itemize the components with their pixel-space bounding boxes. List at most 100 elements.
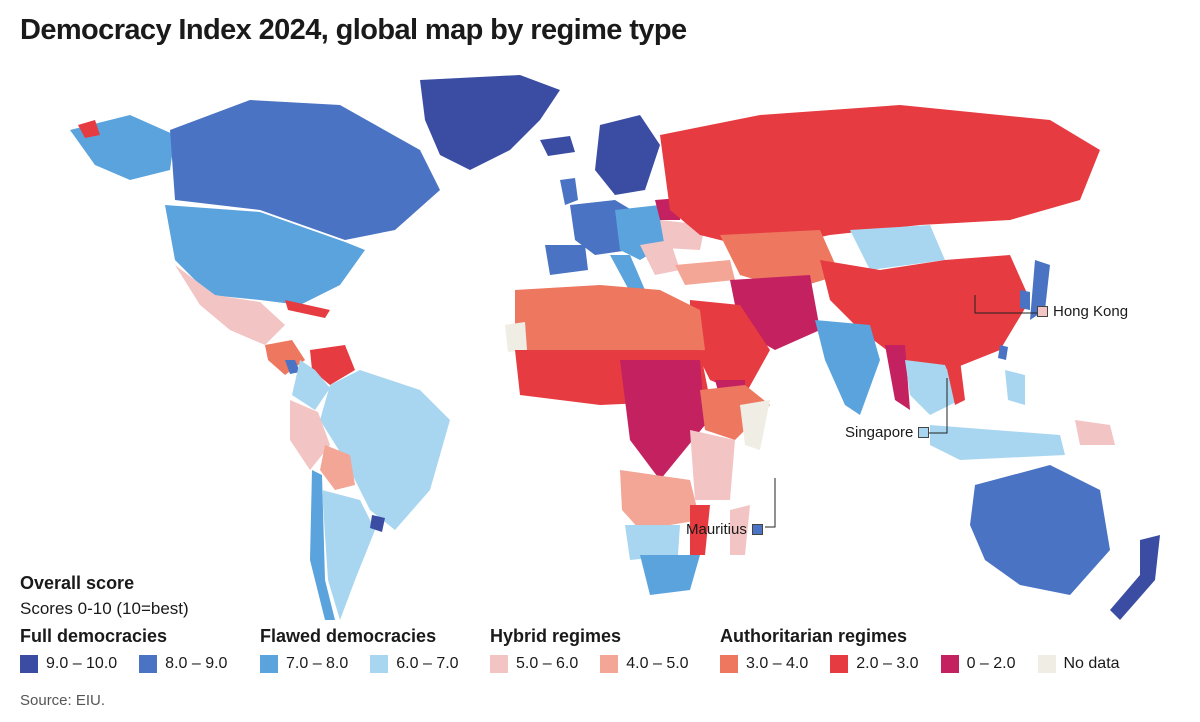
mauritius-swatch xyxy=(751,524,763,535)
legend-subtitle: Scores 0-10 (10=best) xyxy=(20,599,189,618)
legend-group-title: Hybrid regimes xyxy=(490,626,622,646)
singapore-label: Singapore xyxy=(845,424,914,441)
region-uk xyxy=(560,178,578,205)
legend-item: 8.0 – 9.0 xyxy=(139,655,227,673)
singapore-leader-line xyxy=(925,378,948,434)
legend-label: 2.0 – 3.0 xyxy=(856,655,919,672)
region-indonesia xyxy=(930,425,1065,460)
legend-label: 6.0 – 7.0 xyxy=(396,655,459,672)
region-iberia xyxy=(545,245,588,275)
region-horn-africa xyxy=(700,385,770,440)
page-title: Democracy Index 2024, global map by regi… xyxy=(20,14,687,46)
source-note: Source: EIU. xyxy=(20,692,106,709)
legend-swatch xyxy=(20,655,38,673)
legend-swatch xyxy=(139,655,158,673)
region-png xyxy=(1075,420,1115,445)
legend-swatch xyxy=(490,655,508,673)
legend-item: 3.0 – 4.0 xyxy=(720,655,808,673)
region-venezuela xyxy=(310,345,355,385)
legend-item: 2.0 – 3.0 xyxy=(830,655,919,673)
region-somalia xyxy=(740,400,770,450)
region-russia xyxy=(660,105,1100,250)
region-brazil xyxy=(320,370,450,530)
legend-label: 0 – 2.0 xyxy=(966,655,1016,672)
legend-item: 0 – 2.0 xyxy=(940,655,1016,673)
world-map xyxy=(70,75,1160,620)
legend-title: Overall score xyxy=(20,573,135,593)
legend-swatch xyxy=(830,655,849,673)
region-mozambique xyxy=(690,505,710,555)
region-south-korea xyxy=(1020,290,1030,310)
hong-kong-label: Hong Kong xyxy=(1053,303,1129,320)
region-balkans xyxy=(640,240,680,275)
legend-group-hybrid-regimes: Hybrid regimes 5.0 – 6.0 4.0 – 5.0 xyxy=(490,626,689,673)
region-russia-east-tip xyxy=(78,120,100,138)
mauritius-label: Mauritius xyxy=(686,521,747,538)
region-china xyxy=(820,255,1030,370)
legend-label: 5.0 – 6.0 xyxy=(516,655,579,672)
legend-label: 7.0 – 8.0 xyxy=(286,655,349,672)
region-new-zealand xyxy=(1110,535,1160,620)
legend-item: 9.0 – 10.0 xyxy=(20,655,117,673)
region-colombia xyxy=(292,360,330,410)
region-madagascar xyxy=(730,505,750,555)
legend-label: 4.0 – 5.0 xyxy=(626,655,689,672)
region-scandinavia xyxy=(595,115,660,195)
region-india xyxy=(815,320,880,415)
region-japan xyxy=(1030,260,1050,320)
legend-swatch xyxy=(720,655,738,673)
region-greenland xyxy=(420,75,560,170)
region-central-africa xyxy=(620,360,705,480)
legend-group-title: Authoritarian regimes xyxy=(720,626,908,646)
legend-group-title: Full democracies xyxy=(20,626,168,646)
region-iceland xyxy=(540,136,575,156)
legend-item: 5.0 – 6.0 xyxy=(490,655,578,673)
region-peru xyxy=(290,400,330,470)
region-taiwan xyxy=(998,345,1008,360)
region-turkey xyxy=(675,260,735,285)
callout-singapore: Singapore xyxy=(845,424,930,441)
region-italy xyxy=(610,255,645,292)
legend-item: 7.0 – 8.0 xyxy=(260,655,348,673)
region-north-africa xyxy=(515,285,705,360)
legend-swatch xyxy=(940,655,959,673)
callout-mauritius: Mauritius xyxy=(686,521,763,538)
legend-label: 3.0 – 4.0 xyxy=(746,655,809,672)
region-myanmar xyxy=(885,345,910,410)
legend-group-authoritarian-regimes: Authoritarian regimes 3.0 – 4.0 2.0 – 3.… xyxy=(720,626,1120,673)
region-arabia xyxy=(690,300,770,395)
region-southern-africa xyxy=(620,470,700,530)
legend-swatch xyxy=(600,655,619,673)
legend-group-full-democracies: Full democracies 9.0 – 10.0 8.0 – 9.0 xyxy=(20,626,227,673)
region-mongolia xyxy=(850,225,945,270)
region-uruguay xyxy=(370,515,385,532)
legend-item: No data xyxy=(1037,655,1120,673)
region-namibia-botswana xyxy=(625,525,680,560)
legend-item: 4.0 – 5.0 xyxy=(600,655,689,673)
callout-hong-kong: Hong Kong xyxy=(1037,303,1128,320)
region-usa xyxy=(165,205,365,305)
region-western-sahara xyxy=(505,322,527,352)
hong-kong-swatch xyxy=(1037,306,1048,317)
singapore-swatch xyxy=(918,427,930,438)
legend-swatch xyxy=(1037,655,1056,673)
region-australia xyxy=(970,465,1110,595)
legend-swatch xyxy=(370,655,389,673)
legend-label: No data xyxy=(1063,655,1120,672)
region-philippines xyxy=(1005,370,1025,405)
legend-group-flawed-democracies: Flawed democracies 7.0 – 8.0 6.0 – 7.0 xyxy=(260,626,459,673)
region-costa-rica xyxy=(285,360,300,374)
legend-label: 8.0 – 9.0 xyxy=(165,655,228,672)
legend-label: 9.0 – 10.0 xyxy=(46,655,118,672)
region-vietnam xyxy=(945,360,965,405)
region-cuba xyxy=(285,300,330,318)
legend-item: 6.0 – 7.0 xyxy=(370,655,459,673)
legend-group-title: Flawed democracies xyxy=(260,626,437,646)
hong-kong-leader-line xyxy=(974,295,1037,314)
region-argentina xyxy=(322,490,375,620)
region-canada xyxy=(170,100,440,240)
region-mexico xyxy=(175,265,285,345)
legend-swatch xyxy=(260,655,278,673)
region-chile xyxy=(310,470,335,620)
mauritius-leader-line xyxy=(765,478,776,528)
